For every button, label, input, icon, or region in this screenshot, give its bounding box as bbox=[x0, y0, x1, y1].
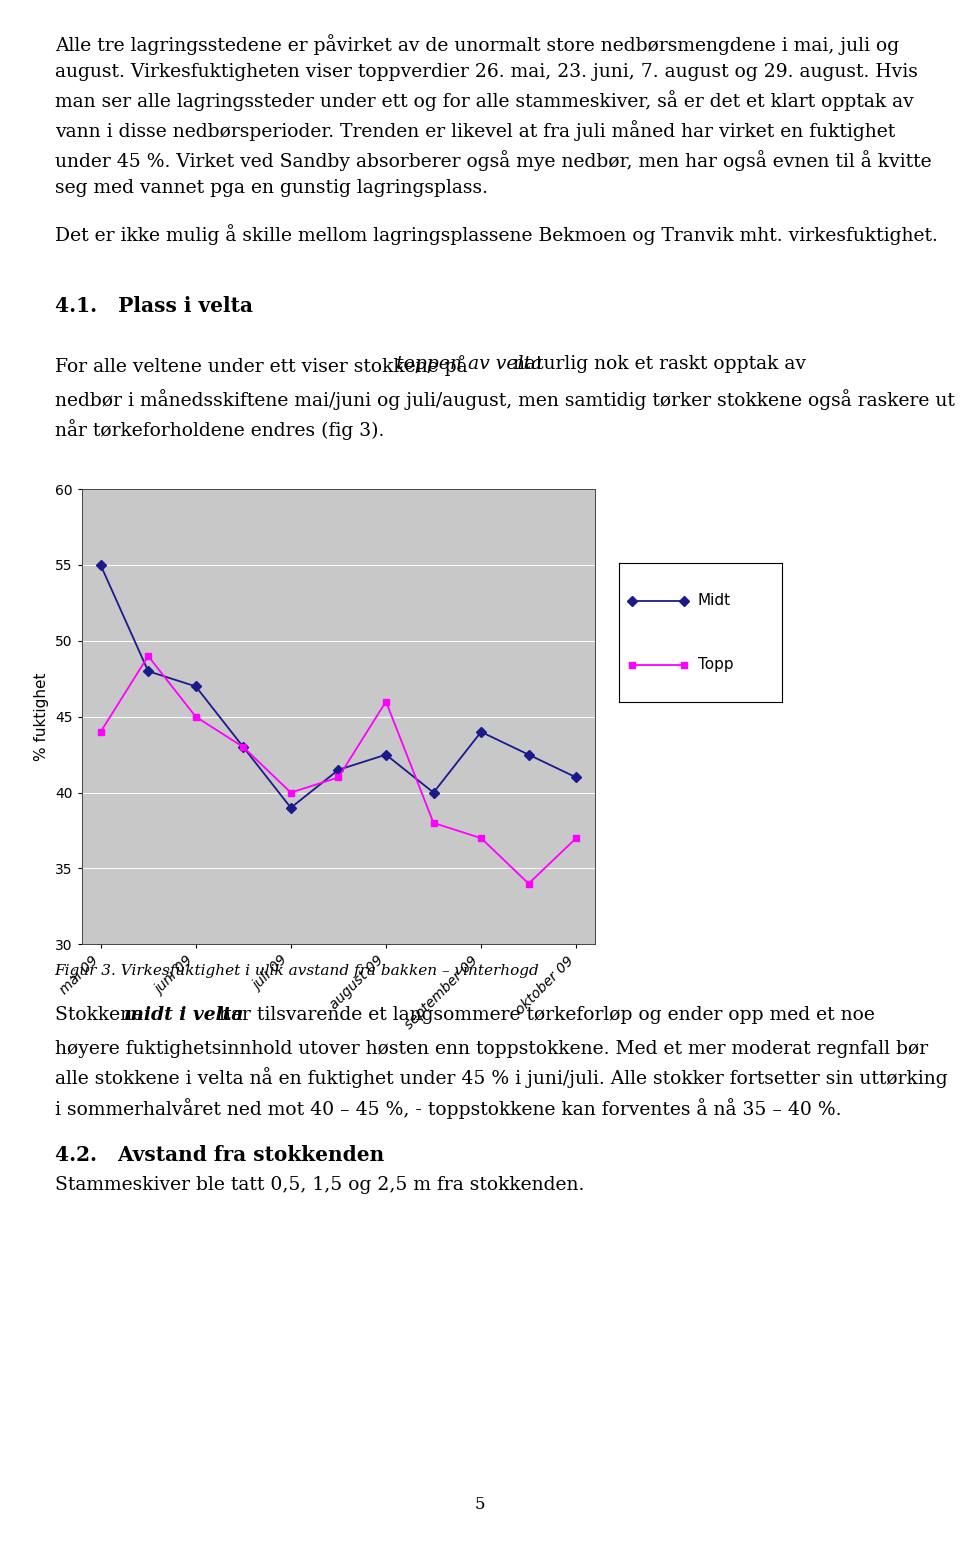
Text: Det er ikke mulig å skille mellom lagringsplassene Bekmoen og Tranvik mht. virke: Det er ikke mulig å skille mellom lagrin… bbox=[55, 224, 938, 245]
Text: naturlig nok et raskt opptak av: naturlig nok et raskt opptak av bbox=[507, 355, 805, 373]
Text: 5: 5 bbox=[475, 1495, 485, 1514]
Text: Figur 3. Virkesfuktighet i ulik avstand fra bakken – vinterhogd: Figur 3. Virkesfuktighet i ulik avstand … bbox=[55, 964, 540, 978]
Text: Topp: Topp bbox=[698, 657, 733, 673]
Text: har tilsvarende et langsommere tørkeforløp og ender opp med et noe: har tilsvarende et langsommere tørkeforl… bbox=[213, 1006, 875, 1025]
Text: Stammeskiver ble tatt 0,5, 1,5 og 2,5 m fra stokkenden.: Stammeskiver ble tatt 0,5, 1,5 og 2,5 m … bbox=[55, 1176, 584, 1194]
Text: nedbør i månedsskiftene mai/juni og juli/august, men samtidig tørker stokkene og: nedbør i månedsskiftene mai/juni og juli… bbox=[55, 389, 954, 440]
Text: 4.1.   Plass i velta: 4.1. Plass i velta bbox=[55, 296, 252, 316]
Y-axis label: % fuktighet: % fuktighet bbox=[35, 673, 49, 761]
Text: toppen av velta: toppen av velta bbox=[396, 355, 542, 373]
Text: Alle tre lagringsstedene er påvirket av de unormalt store nedbørsmengdene i mai,: Alle tre lagringsstedene er påvirket av … bbox=[55, 34, 931, 198]
Text: høyere fuktighetsinnhold utover høsten enn toppstokkene. Med et mer moderat regn: høyere fuktighetsinnhold utover høsten e… bbox=[55, 1040, 948, 1119]
Text: Stokkene: Stokkene bbox=[55, 1006, 149, 1025]
Text: For alle veltene under ett viser stokkene på: For alle veltene under ett viser stokken… bbox=[55, 355, 473, 376]
Text: Midt: Midt bbox=[698, 593, 731, 608]
Text: 4.2.   Avstand fra stokkenden: 4.2. Avstand fra stokkenden bbox=[55, 1145, 384, 1165]
Text: midt i velta: midt i velta bbox=[124, 1006, 243, 1025]
